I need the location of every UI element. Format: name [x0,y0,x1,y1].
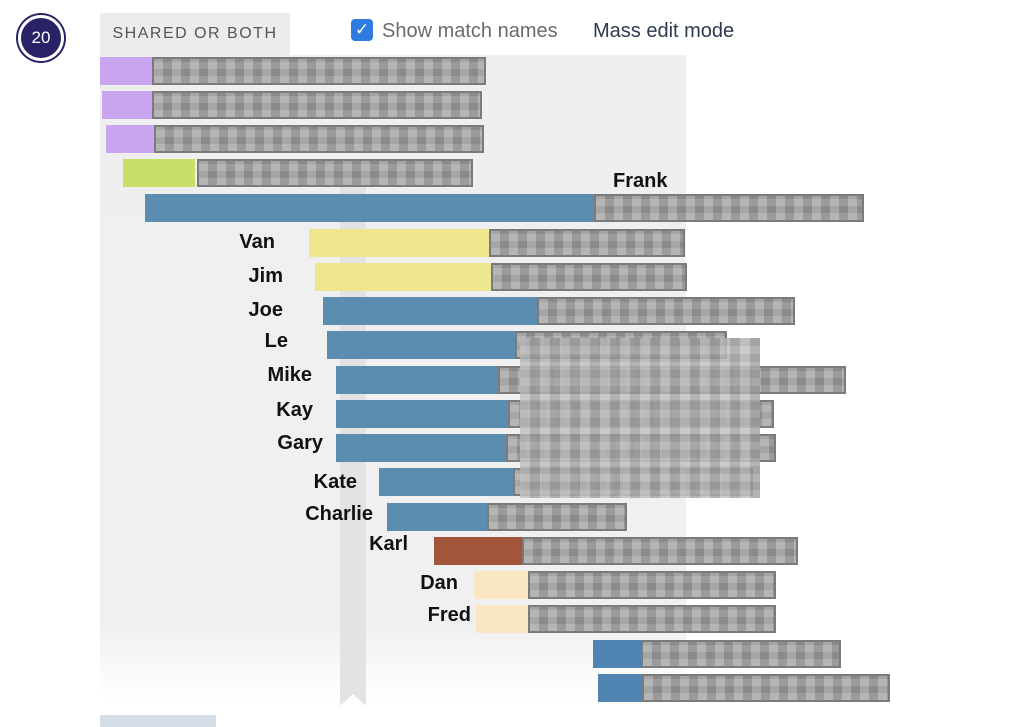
match-bar[interactable] [476,605,528,633]
match-name-label: Jim [248,265,283,287]
redacted-match-detail[interactable] [154,125,484,153]
checkmark-icon: ✓ [354,20,370,39]
match-name-label: Le [264,330,288,352]
match-bar[interactable] [336,400,508,428]
bottom-tab[interactable] [100,715,216,727]
match-count-badge: 20 [18,15,64,61]
redacted-match-detail[interactable] [152,91,482,119]
match-bar[interactable] [336,366,498,394]
match-bar[interactable] [323,297,537,325]
redacted-match-detail[interactable] [537,297,795,325]
match-bar[interactable] [598,674,642,702]
tab-shared-or-both[interactable]: SHARED OR BOTH [100,13,290,55]
match-name-label: Karl [369,533,408,555]
redacted-match-detail[interactable] [642,674,890,702]
match-bar[interactable] [315,263,491,291]
match-bar[interactable] [100,57,152,85]
match-name-label: Mike [267,364,312,386]
redacted-match-detail[interactable] [594,194,864,222]
match-name-label: Joe [248,299,283,321]
match-name-label: Dan [420,572,458,594]
redacted-match-detail[interactable] [528,605,776,633]
match-bar[interactable] [387,503,487,531]
match-bar[interactable] [106,125,154,153]
match-bar[interactable] [593,640,641,668]
redacted-match-detail[interactable] [487,503,627,531]
match-bar[interactable] [336,434,506,462]
match-name-label: Gary [277,432,323,454]
show-match-names-checkbox[interactable]: ✓ [351,19,373,41]
show-match-names-label[interactable]: Show match names [382,20,558,42]
match-name-label: Kay [276,399,313,421]
match-bar[interactable] [123,159,195,187]
redacted-match-detail[interactable] [491,263,687,291]
match-name-label: Kate [313,471,357,493]
match-name-label: Frank [613,170,668,192]
match-bar[interactable] [474,571,528,599]
match-bar[interactable] [434,537,522,565]
match-bar[interactable] [327,331,515,359]
match-name-label: Van [239,231,275,253]
redacted-match-detail[interactable] [489,229,685,257]
match-bar[interactable] [145,194,594,222]
redacted-match-detail[interactable] [528,571,776,599]
match-name-label: Fred [427,604,471,626]
match-bar[interactable] [309,229,489,257]
redacted-match-detail[interactable] [522,537,798,565]
match-name-label: Charlie [305,503,373,525]
mass-edit-mode-link[interactable]: Mass edit mode [593,20,735,42]
redacted-area [520,338,760,498]
redacted-match-detail[interactable] [197,159,473,187]
match-bar[interactable] [379,468,513,496]
redacted-match-detail[interactable] [641,640,841,668]
redacted-match-detail[interactable] [152,57,486,85]
